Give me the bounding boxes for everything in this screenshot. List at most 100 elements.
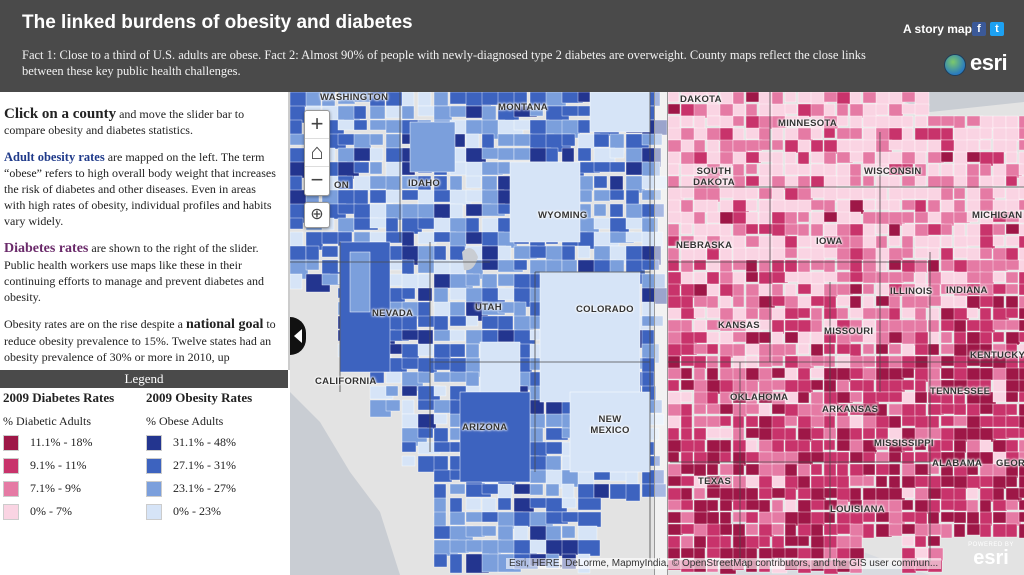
county[interactable] (593, 483, 610, 499)
county[interactable] (797, 211, 810, 223)
county[interactable] (849, 391, 863, 403)
county[interactable] (992, 499, 1008, 512)
county[interactable] (810, 127, 823, 140)
county[interactable] (810, 367, 826, 379)
county[interactable] (901, 511, 918, 523)
county[interactable] (417, 343, 434, 357)
county[interactable] (940, 151, 954, 163)
county[interactable] (667, 451, 680, 463)
county[interactable] (953, 115, 966, 130)
county[interactable] (513, 119, 533, 131)
county[interactable] (771, 343, 788, 357)
county[interactable] (849, 211, 862, 225)
county[interactable] (914, 115, 928, 128)
county[interactable] (667, 163, 680, 176)
county[interactable] (449, 553, 463, 574)
county[interactable] (385, 133, 402, 149)
county[interactable] (784, 427, 797, 442)
county[interactable] (784, 343, 797, 356)
county[interactable] (810, 175, 827, 188)
county[interactable] (771, 511, 788, 524)
county[interactable] (914, 175, 927, 187)
county[interactable] (1005, 235, 1022, 247)
county[interactable] (992, 379, 1008, 393)
swipe-divider[interactable] (654, 92, 668, 575)
county[interactable] (667, 427, 680, 442)
county[interactable] (449, 329, 466, 342)
county[interactable] (758, 187, 774, 200)
county[interactable] (732, 283, 745, 298)
county[interactable] (1018, 235, 1024, 249)
county[interactable] (593, 189, 611, 202)
county[interactable] (875, 439, 889, 451)
county[interactable] (862, 307, 878, 320)
county[interactable] (732, 247, 747, 262)
county[interactable] (706, 127, 722, 142)
county[interactable] (1005, 367, 1020, 382)
county[interactable] (901, 211, 915, 224)
county[interactable] (481, 511, 499, 523)
county[interactable] (797, 535, 810, 547)
county[interactable] (862, 175, 875, 187)
county[interactable] (509, 161, 581, 243)
county[interactable] (497, 147, 515, 161)
county[interactable] (797, 331, 811, 345)
county[interactable] (465, 371, 480, 389)
county[interactable] (1018, 451, 1024, 463)
county[interactable] (680, 463, 697, 475)
county[interactable] (771, 283, 784, 297)
county[interactable] (901, 463, 916, 477)
county[interactable] (810, 139, 824, 153)
county[interactable] (810, 499, 826, 511)
county[interactable] (888, 451, 902, 463)
county[interactable] (810, 271, 826, 285)
county[interactable] (953, 151, 970, 166)
county[interactable] (745, 427, 762, 439)
county[interactable] (706, 139, 720, 154)
county[interactable] (810, 307, 823, 322)
county[interactable] (797, 92, 813, 104)
county[interactable] (417, 92, 432, 107)
county[interactable] (693, 199, 710, 214)
county[interactable] (417, 287, 433, 302)
county[interactable] (732, 379, 747, 393)
county[interactable] (693, 223, 710, 237)
county[interactable] (706, 331, 720, 344)
county[interactable] (875, 475, 888, 488)
county[interactable] (953, 199, 966, 214)
county[interactable] (914, 439, 927, 451)
county[interactable] (1018, 151, 1024, 167)
county[interactable] (888, 343, 902, 355)
county[interactable] (940, 475, 956, 488)
county[interactable] (914, 235, 931, 248)
county[interactable] (1018, 499, 1024, 511)
county[interactable] (1018, 439, 1024, 454)
twitter-icon[interactable]: t (990, 22, 1004, 36)
county[interactable] (940, 415, 955, 427)
county[interactable] (719, 115, 735, 129)
county[interactable] (433, 92, 449, 107)
county[interactable] (732, 115, 745, 127)
county[interactable] (771, 163, 784, 177)
zoom-in-button[interactable]: + (305, 111, 329, 139)
county[interactable] (862, 127, 877, 142)
county[interactable] (745, 127, 762, 140)
county[interactable] (836, 535, 853, 550)
county[interactable] (784, 319, 800, 332)
county[interactable] (745, 92, 760, 103)
county[interactable] (823, 199, 836, 214)
county[interactable] (667, 475, 684, 487)
county[interactable] (914, 403, 927, 418)
county[interactable] (706, 511, 720, 526)
county[interactable] (497, 497, 512, 511)
county[interactable] (529, 399, 545, 417)
county[interactable] (758, 499, 771, 514)
county[interactable] (836, 475, 850, 490)
county[interactable] (758, 451, 775, 466)
county[interactable] (784, 415, 798, 427)
county[interactable] (758, 523, 775, 538)
county[interactable] (797, 127, 814, 142)
county[interactable] (953, 187, 966, 200)
county[interactable] (758, 319, 775, 331)
county[interactable] (465, 161, 485, 178)
